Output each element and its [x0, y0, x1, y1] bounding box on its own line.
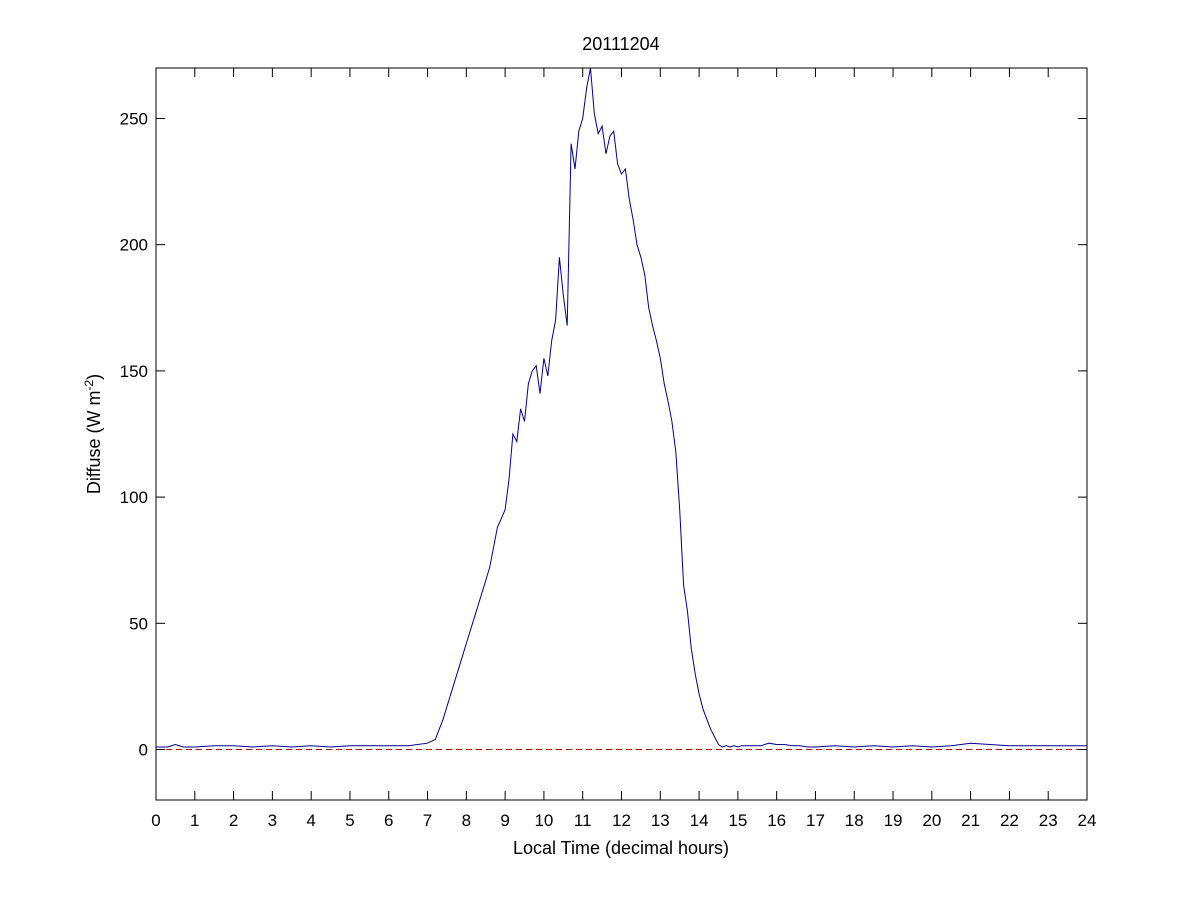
- x-tick-label: 18: [845, 811, 864, 830]
- plot-area: [156, 68, 1087, 800]
- chart-title: 20111204: [582, 34, 659, 54]
- y-tick-label: 200: [120, 236, 148, 255]
- x-tick-label: 1: [190, 811, 199, 830]
- y-tick-label: 150: [120, 362, 148, 381]
- x-tick-label: 16: [767, 811, 786, 830]
- x-tick-label: 7: [423, 811, 432, 830]
- x-tick-label: 19: [884, 811, 903, 830]
- y-axis-label-close: ): [84, 374, 104, 380]
- y-axis-label-superscript: -2: [82, 379, 96, 390]
- x-tick-label: 12: [612, 811, 631, 830]
- x-tick-label: 14: [690, 811, 709, 830]
- x-tick-label: 15: [728, 811, 747, 830]
- x-tick-label: 11: [574, 811, 592, 830]
- y-tick-label: 100: [120, 488, 148, 507]
- x-tick-label: 22: [1000, 811, 1019, 830]
- x-tick-label: 2: [229, 811, 238, 830]
- y-tick-label: 0: [139, 741, 148, 760]
- x-tick-label: 9: [500, 811, 509, 830]
- x-tick-label: 6: [384, 811, 393, 830]
- x-tick-label: 4: [306, 811, 315, 830]
- x-tick-label: 10: [534, 811, 553, 830]
- y-axis-label: Diffuse (W m-2): [82, 374, 104, 494]
- diffuse-series-line: [156, 67, 1087, 748]
- y-tick-label: 50: [129, 614, 148, 633]
- x-tick-label: 17: [806, 811, 825, 830]
- x-tick-label: 21: [961, 811, 980, 830]
- x-tick-label: 20: [922, 811, 941, 830]
- plot-frame: [155, 67, 1088, 801]
- x-tick-label: 24: [1078, 811, 1097, 830]
- tick-layer: 0 1 2 3 4 5 6 7 8 9 10 11 12 13 14 15 16 17 18 19 20 21 22 23 24…: [120, 68, 1097, 830]
- x-tick-label: 8: [462, 811, 471, 830]
- x-tick-label: 13: [651, 811, 670, 830]
- x-axis-label: Local Time (decimal hours): [513, 838, 729, 858]
- x-tick-label: 0: [151, 811, 160, 830]
- x-tick-label: 3: [268, 811, 277, 830]
- series-layer: [156, 67, 1087, 750]
- x-tick-label: 5: [345, 811, 354, 830]
- y-axis-label-main: Diffuse (W m: [84, 390, 104, 494]
- x-tick-label: 23: [1039, 811, 1058, 830]
- y-tick-label: 250: [120, 109, 148, 128]
